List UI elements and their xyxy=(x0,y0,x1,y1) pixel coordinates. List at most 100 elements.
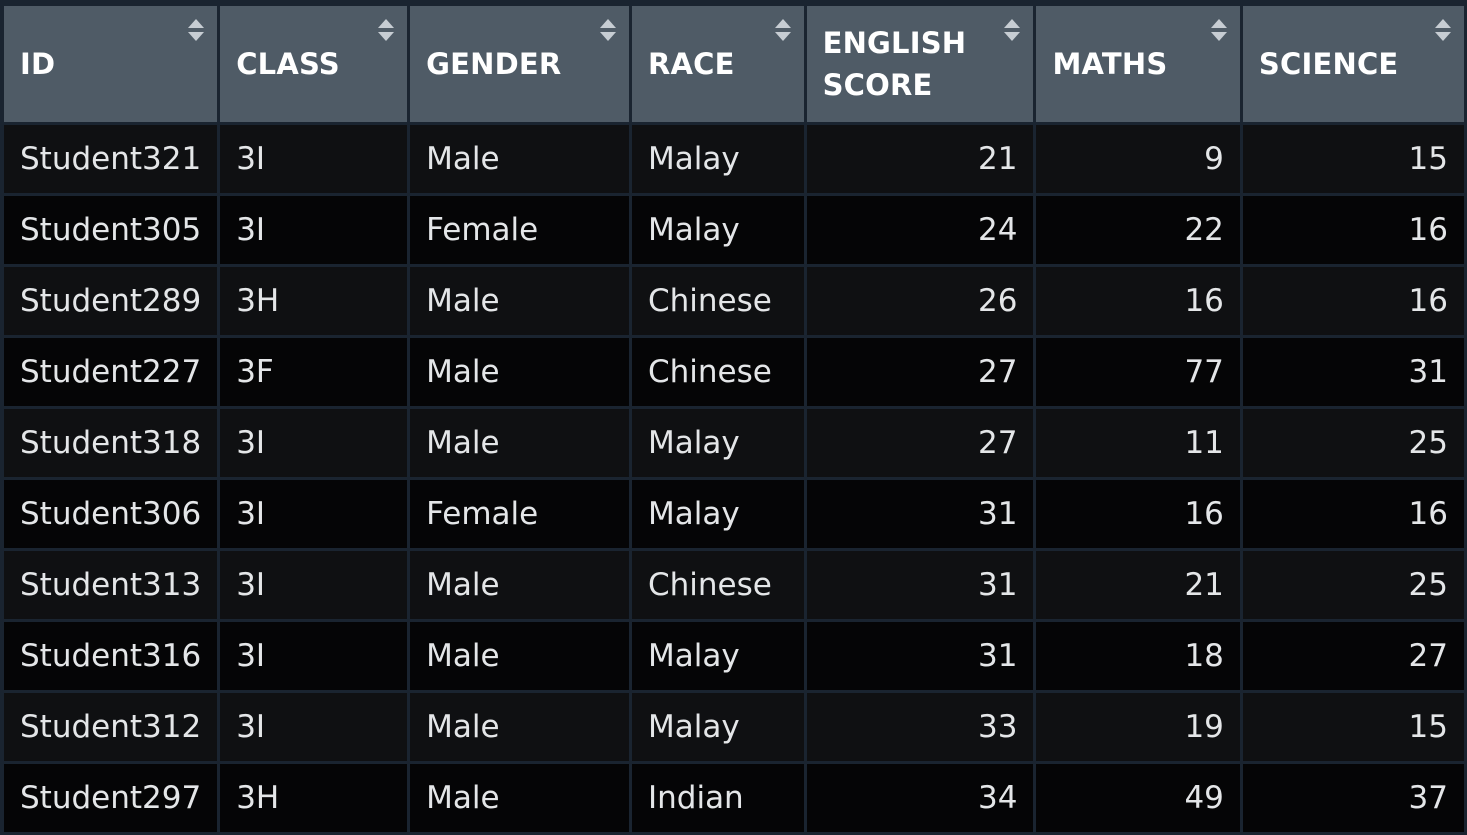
cell-id: Student312 xyxy=(4,693,218,761)
cell-maths: 77 xyxy=(1036,338,1240,406)
cell-class: 3I xyxy=(220,622,408,690)
column-header-label: GENDER xyxy=(426,47,562,81)
column-header-science[interactable]: SCIENCE xyxy=(1242,6,1464,122)
cell-class: 3H xyxy=(220,267,408,335)
cell-race: Malay xyxy=(631,125,804,193)
table-row[interactable]: Student321 3I Male Malay 21 9 15 xyxy=(4,125,1464,193)
cell-race: Malay xyxy=(631,409,804,477)
sort-updown-icon[interactable] xyxy=(1434,18,1452,44)
cell-id: Student313 xyxy=(4,551,218,619)
cell-id: Student227 xyxy=(4,338,218,406)
cell-race: Malay xyxy=(631,693,804,761)
cell-english-score: 24 xyxy=(806,196,1034,264)
table-row[interactable]: Student312 3I Male Malay 33 19 15 xyxy=(4,693,1464,761)
cell-race: Malay xyxy=(631,196,804,264)
cell-race: Malay xyxy=(631,480,804,548)
table-row[interactable]: Student316 3I Male Malay 31 18 27 xyxy=(4,622,1464,690)
sort-updown-icon[interactable] xyxy=(1210,18,1228,44)
cell-gender: Male xyxy=(410,267,629,335)
sort-updown-icon[interactable] xyxy=(187,18,205,44)
cell-english-score: 27 xyxy=(806,409,1034,477)
table-body: Student321 3I Male Malay 21 9 15 Student305 3I Fe… xyxy=(4,125,1464,832)
table-header-row: ID CLASS GENDER RACE ENGLISH SCORE MATHS SCIEN… xyxy=(4,6,1464,122)
cell-science: 16 xyxy=(1242,480,1464,548)
table-row[interactable]: Student227 3F Male Chinese 27 77 31 xyxy=(4,338,1464,406)
cell-english-score: 31 xyxy=(806,480,1034,548)
cell-race: Chinese xyxy=(631,267,804,335)
column-header-label: ENGLISH SCORE xyxy=(822,26,967,102)
cell-maths: 21 xyxy=(1036,551,1240,619)
cell-science: 15 xyxy=(1242,693,1464,761)
cell-english-score: 21 xyxy=(806,125,1034,193)
column-header-race[interactable]: RACE xyxy=(631,6,804,122)
cell-gender: Female xyxy=(410,480,629,548)
cell-science: 37 xyxy=(1242,764,1464,832)
cell-id: Student321 xyxy=(4,125,218,193)
cell-science: 27 xyxy=(1242,622,1464,690)
sort-updown-icon[interactable] xyxy=(377,18,395,44)
table-row[interactable]: Student306 3I Female Malay 31 16 16 xyxy=(4,480,1464,548)
cell-id: Student316 xyxy=(4,622,218,690)
sort-updown-icon[interactable] xyxy=(1003,18,1021,44)
table-row[interactable]: Student313 3I Male Chinese 31 21 25 xyxy=(4,551,1464,619)
cell-maths: 16 xyxy=(1036,267,1240,335)
cell-class: 3F xyxy=(220,338,408,406)
cell-id: Student289 xyxy=(4,267,218,335)
cell-id: Student306 xyxy=(4,480,218,548)
cell-english-score: 34 xyxy=(806,764,1034,832)
cell-class: 3H xyxy=(220,764,408,832)
cell-science: 15 xyxy=(1242,125,1464,193)
student-scores-table: ID CLASS GENDER RACE ENGLISH SCORE MATHS SCIEN… xyxy=(1,3,1467,835)
cell-english-score: 27 xyxy=(806,338,1034,406)
cell-class: 3I xyxy=(220,196,408,264)
column-header-id[interactable]: ID xyxy=(4,6,218,122)
cell-science: 25 xyxy=(1242,409,1464,477)
sort-updown-icon[interactable] xyxy=(774,18,792,44)
column-header-label: RACE xyxy=(647,47,735,81)
column-header-class[interactable]: CLASS xyxy=(220,6,408,122)
cell-id: Student297 xyxy=(4,764,218,832)
cell-maths: 49 xyxy=(1036,764,1240,832)
cell-class: 3I xyxy=(220,551,408,619)
column-header-english-score[interactable]: ENGLISH SCORE xyxy=(806,6,1034,122)
cell-maths: 19 xyxy=(1036,693,1240,761)
cell-gender: Male xyxy=(410,764,629,832)
cell-english-score: 26 xyxy=(806,267,1034,335)
cell-class: 3I xyxy=(220,409,408,477)
cell-gender: Male xyxy=(410,409,629,477)
column-header-gender[interactable]: GENDER xyxy=(410,6,629,122)
cell-gender: Male xyxy=(410,338,629,406)
table-row[interactable]: Student318 3I Male Malay 27 11 25 xyxy=(4,409,1464,477)
cell-race: Chinese xyxy=(631,338,804,406)
cell-class: 3I xyxy=(220,693,408,761)
cell-science: 31 xyxy=(1242,338,1464,406)
column-header-label: MATHS xyxy=(1052,47,1168,81)
column-header-maths[interactable]: MATHS xyxy=(1036,6,1240,122)
sort-updown-icon[interactable] xyxy=(599,18,617,44)
cell-gender: Female xyxy=(410,196,629,264)
cell-english-score: 33 xyxy=(806,693,1034,761)
cell-science: 16 xyxy=(1242,267,1464,335)
cell-gender: Male xyxy=(410,551,629,619)
cell-id: Student305 xyxy=(4,196,218,264)
cell-science: 16 xyxy=(1242,196,1464,264)
cell-gender: Male xyxy=(410,622,629,690)
cell-english-score: 31 xyxy=(806,551,1034,619)
cell-race: Chinese xyxy=(631,551,804,619)
table-row[interactable]: Student305 3I Female Malay 24 22 16 xyxy=(4,196,1464,264)
cell-gender: Male xyxy=(410,125,629,193)
column-header-label: CLASS xyxy=(236,47,340,81)
cell-maths: 18 xyxy=(1036,622,1240,690)
cell-english-score: 31 xyxy=(806,622,1034,690)
cell-class: 3I xyxy=(220,125,408,193)
cell-race: Malay xyxy=(631,622,804,690)
cell-id: Student318 xyxy=(4,409,218,477)
cell-maths: 11 xyxy=(1036,409,1240,477)
table-row[interactable]: Student289 3H Male Chinese 26 16 16 xyxy=(4,267,1464,335)
cell-gender: Male xyxy=(410,693,629,761)
cell-maths: 16 xyxy=(1036,480,1240,548)
cell-science: 25 xyxy=(1242,551,1464,619)
table-row[interactable]: Student297 3H Male Indian 34 49 37 xyxy=(4,764,1464,832)
column-header-label: SCIENCE xyxy=(1258,47,1399,81)
